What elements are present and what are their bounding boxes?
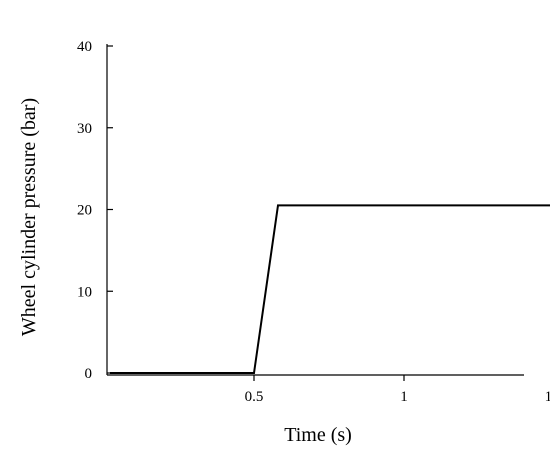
y-tick-label: 10 [77, 284, 92, 300]
y-tick-label: 0 [85, 366, 93, 382]
x-ticks: 0.511.522.5 [245, 375, 550, 405]
x-tick-label: 0.5 [245, 389, 264, 405]
series-group [110, 204, 550, 374]
axes [106, 44, 524, 376]
y-ticks: 0 10 20 30 40 [77, 39, 113, 382]
y-axis-label: Wheel cylinder pressure (bar) [18, 98, 40, 336]
y-tick-label: 40 [77, 39, 92, 55]
series-line [110, 204, 550, 374]
x-tick-label: 1 [400, 389, 408, 405]
y-tick-label: 20 [77, 203, 92, 219]
x-axis-label: Time (s) [284, 424, 352, 446]
y-tick-label: 30 [77, 121, 92, 137]
x-tick-label: 1.5 [545, 389, 550, 405]
